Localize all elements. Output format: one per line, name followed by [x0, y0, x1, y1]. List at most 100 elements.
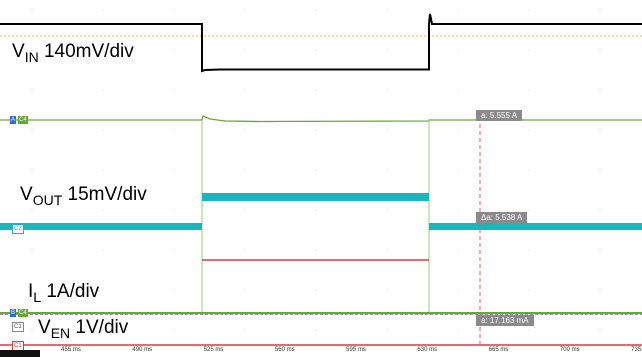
channel-c1-icon[interactable]: C1 [12, 322, 24, 332]
grid-dot [102, 129, 104, 131]
grid-dot [599, 89, 601, 91]
grid-dot [386, 129, 388, 131]
vout-waveform-low-1 [0, 223, 202, 230]
marker-b-tag[interactable]: B [10, 309, 17, 317]
grid-dot [386, 9, 388, 11]
grid-dot [31, 169, 33, 171]
grid-dot [173, 169, 175, 171]
grid-dot [528, 249, 530, 251]
grid-dot [457, 49, 459, 51]
channel-c2-tag[interactable]: C2 [12, 224, 24, 234]
grid-dot [386, 289, 388, 291]
grid-dot [244, 289, 246, 291]
measurement-box-2[interactable]: Δa: 5.538 A [476, 212, 528, 223]
marker-a-tag[interactable]: A [10, 116, 17, 124]
grid-dot [244, 89, 246, 91]
il-label: IL 1A/div [28, 281, 100, 305]
grid-dot [528, 9, 530, 11]
grid-dot [173, 249, 175, 251]
grid-dot [315, 89, 317, 91]
grid-dot [457, 129, 459, 131]
ven-label: VEN 1V/div [38, 317, 129, 341]
time-axis-label: 630 ms [417, 347, 438, 353]
grid-dot [599, 49, 601, 51]
grid-dot [457, 249, 459, 251]
grid-dot [457, 9, 459, 11]
grid-dot [173, 289, 175, 291]
grid-dot [599, 9, 601, 11]
vin-waveform [0, 13, 642, 73]
grid-dot [31, 209, 33, 211]
time-axis-label: 735 ms [631, 347, 642, 353]
graticule [31, 9, 601, 331]
grid-dot [528, 89, 530, 91]
grid-dot [457, 329, 459, 331]
grid-dot [386, 209, 388, 211]
grid-dot [244, 129, 246, 131]
grid-dot [173, 89, 175, 91]
grid-dot [386, 249, 388, 251]
grid-dot [315, 289, 317, 291]
grid-dot [102, 249, 104, 251]
grid-dot [244, 209, 246, 211]
grid-dot [599, 249, 601, 251]
grid-dot [528, 169, 530, 171]
vout-label: VOUT 15mV/div [20, 184, 147, 208]
grid-dot [599, 289, 601, 291]
grid-dot [315, 49, 317, 51]
grid-dot [31, 129, 33, 131]
grid-dot [457, 209, 459, 211]
vout-waveform-low-2 [429, 223, 642, 230]
grid-dot [315, 249, 317, 251]
grid-dot [599, 209, 601, 211]
grid-dot [173, 129, 175, 131]
time-axis-label: 490 ms [132, 347, 153, 353]
status-box [0, 350, 40, 357]
grid-dot [315, 9, 317, 11]
grid-dot [457, 89, 459, 91]
grid-dot [102, 209, 104, 211]
grid-dot [528, 329, 530, 331]
grid-dot [31, 49, 33, 51]
time-axis-label: 700 ms [559, 347, 580, 353]
grid-dot [528, 129, 530, 131]
time-axis-label: 525 ms [203, 347, 224, 353]
grid-dot [457, 289, 459, 291]
time-axis-label: 665 ms [488, 347, 509, 353]
vin-label: VIN 140mV/div [12, 41, 134, 65]
grid-dot [244, 9, 246, 11]
time-axis-label: 595 ms [346, 347, 366, 353]
measurement-box-3[interactable]: a: 17.163 mA [476, 315, 534, 326]
grid-dot [315, 169, 317, 171]
grid-dot [457, 169, 459, 171]
grid-dot [386, 169, 388, 171]
channel-c4-tag-top[interactable]: C4 [18, 116, 28, 124]
measurement-box-1[interactable]: a: 5.555 A [476, 110, 523, 121]
grid-dot [31, 89, 33, 91]
grid-dot [31, 249, 33, 251]
vout-waveform-high [202, 193, 429, 201]
grid-dot [102, 89, 104, 91]
grid-dot [599, 129, 601, 131]
grid-dot [173, 329, 175, 331]
grid-dot [315, 329, 317, 331]
grid-dot [386, 329, 388, 331]
grid-dot [102, 9, 104, 11]
time-axis-label: 455 ms [61, 347, 81, 353]
grid-dot [244, 169, 246, 171]
grid-dot [102, 329, 104, 331]
grid-dot [31, 9, 33, 11]
grid-dot [102, 289, 104, 291]
grid-dot [386, 89, 388, 91]
grid-dot [244, 249, 246, 251]
il-baseline-waveform [0, 115, 642, 123]
channel-c4-tag-bottom[interactable]: C4 [18, 309, 28, 317]
grid-dot [528, 289, 530, 291]
grid-dot [244, 329, 246, 331]
grid-dot [315, 209, 317, 211]
grid-dot [102, 49, 104, 51]
grid-dot [599, 329, 601, 331]
grid-dot [31, 289, 33, 291]
grid-dot [102, 169, 104, 171]
